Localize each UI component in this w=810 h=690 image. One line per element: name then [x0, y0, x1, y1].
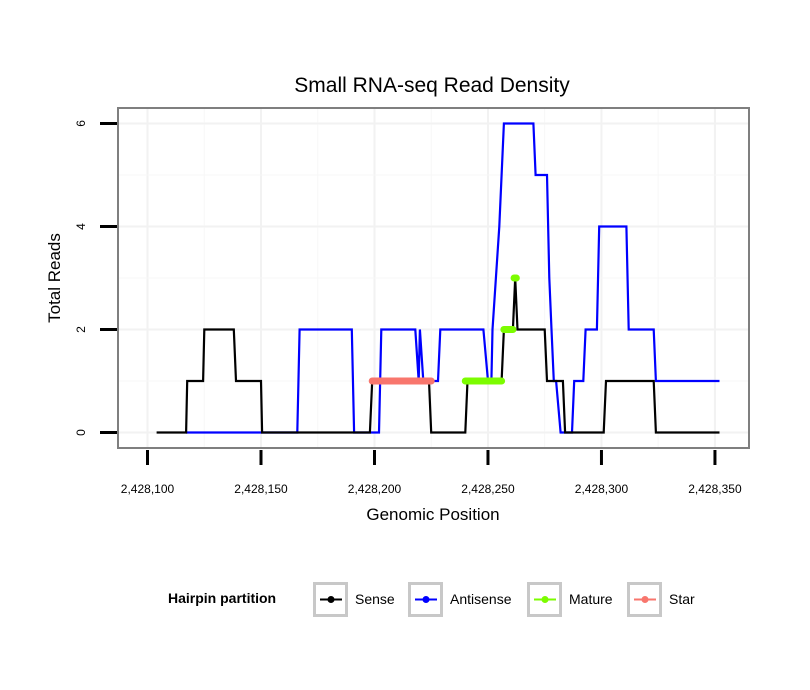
legend-item-star: Star	[627, 582, 695, 617]
legend-label: Mature	[569, 591, 613, 607]
y-tick-label: 4	[74, 223, 88, 230]
chart-title: Small RNA-seq Read Density	[294, 74, 570, 97]
legend-key-point-icon	[541, 596, 549, 603]
x-axis-title: Genomic Position	[366, 505, 499, 524]
x-tick-label: 2,428,250	[461, 482, 515, 496]
legend-key-point-icon	[641, 596, 649, 603]
plot-panel	[117, 107, 750, 449]
x-tick-label: 2,428,300	[575, 482, 629, 496]
y-axis-title: Total Reads	[45, 233, 64, 323]
y-axis: 0 2 4 6	[74, 120, 117, 436]
x-tick-label: 2,428,150	[234, 482, 288, 496]
legend-title: Hairpin partition	[168, 590, 276, 606]
x-axis: 2,428,100 2,428,150 2,428,200 2,428,250 2,42…	[121, 450, 742, 496]
legend-item-sense: Sense	[313, 582, 395, 617]
panel-border	[117, 107, 750, 449]
legend-item-antisense: Antisense	[408, 582, 512, 617]
legend-label: Star	[669, 591, 695, 607]
series-line-antisense	[186, 122, 720, 434]
segment-layer	[368, 274, 520, 385]
legend-key-point-icon	[327, 596, 335, 603]
y-tick-label: 0	[74, 429, 88, 436]
legend-key-point-icon	[422, 596, 430, 603]
legend-item-mature: Mature	[527, 582, 613, 617]
y-tick-label: 2	[74, 326, 88, 333]
legend-items: Sense Antisense Mature Star	[313, 582, 695, 617]
x-tick-label: 2,428,100	[121, 482, 175, 496]
legend-label: Antisense	[450, 591, 512, 607]
legend-label: Sense	[355, 591, 395, 607]
x-tick-label: 2,428,200	[348, 482, 402, 496]
x-tick-label: 2,428,350	[688, 482, 742, 496]
y-tick-label: 6	[74, 120, 88, 127]
grid-lines	[118, 108, 749, 448]
legend: Hairpin partition Sense Antisense Mature St…	[168, 582, 695, 617]
